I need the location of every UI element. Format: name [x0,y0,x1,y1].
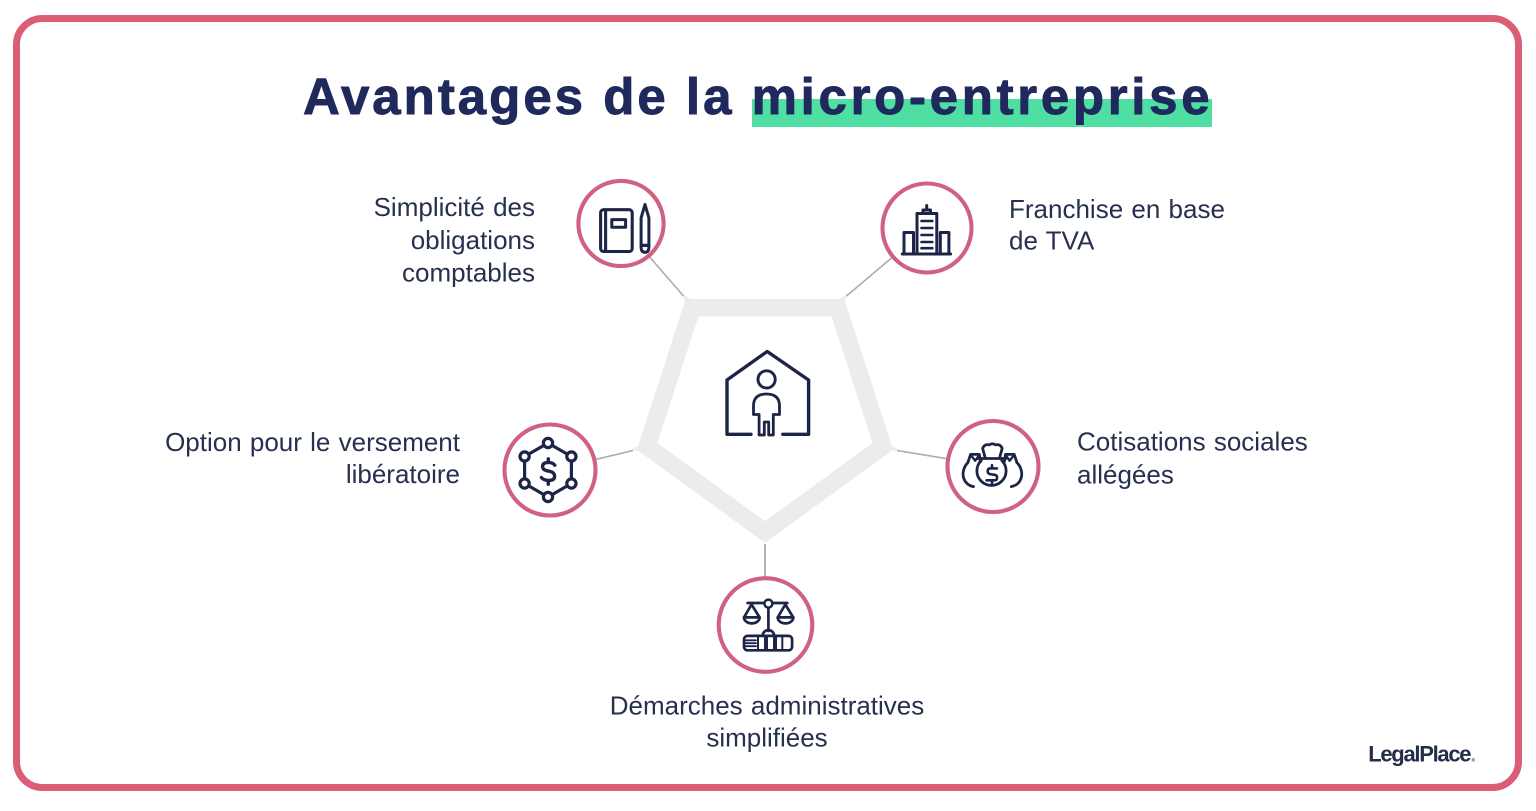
svg-text:Cotisations sociales: Cotisations sociales [1077,427,1308,457]
svg-text:LegalPlace.: LegalPlace. [1368,742,1475,767]
svg-text:simplifiées: simplifiées [706,723,827,753]
svg-text:comptables: comptables [402,258,535,288]
svg-text:Démarches administratives: Démarches administratives [610,691,925,721]
svg-text:Option pour le versement: Option pour le versement [165,427,461,457]
svg-text:Simplicité des: Simplicité des [374,192,535,222]
svg-text:allégées: allégées [1077,460,1174,490]
svg-text:libératoire: libératoire [346,459,460,489]
svg-text:de TVA: de TVA [1009,226,1095,256]
svg-text:obligations: obligations [411,225,535,255]
svg-text:Franchise en base: Franchise en base [1009,194,1225,224]
svg-text:Avantages de la micro-entrepri: Avantages de la micro-entreprise [303,68,1213,125]
